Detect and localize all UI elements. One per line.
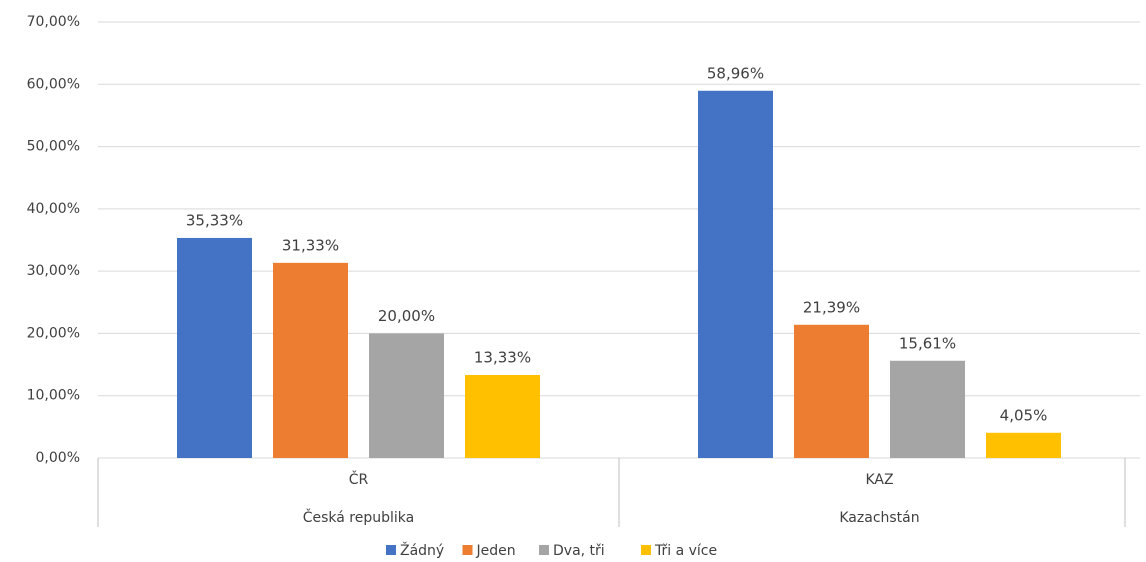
bar [794,324,869,458]
y-tick-label: 60,00% [27,76,80,92]
legend-swatch [539,545,549,555]
y-tick-label: 30,00% [27,263,80,279]
legend-swatch [641,545,651,555]
legend-label: Dva, tři [553,543,605,559]
data-label: 20,00% [378,307,435,325]
data-label: 31,33% [282,236,339,254]
legend-label: Žádný [400,541,444,559]
data-label: 58,96% [707,64,764,82]
category-group-label: Česká republika [303,508,415,526]
y-tick-label: 0,00% [36,450,80,466]
y-tick-label: 10,00% [27,388,80,404]
y-tick-label: 20,00% [27,325,80,341]
data-label: 35,33% [186,211,243,229]
x-tick-label: ČR [349,470,369,488]
bar [273,262,348,458]
bar [369,333,444,458]
y-tick-label: 70,00% [27,14,80,30]
data-label: 13,33% [474,348,531,366]
legend-label: Jeden [476,543,516,559]
x-tick-label: KAZ [865,472,893,488]
bar [465,374,540,458]
category-group-label: Kazachstán [839,510,919,526]
y-tick-label: 50,00% [27,139,80,155]
legend-swatch [386,545,396,555]
bar [177,237,252,458]
data-label: 15,61% [899,334,956,352]
data-label: 4,05% [1000,406,1048,424]
data-label: 21,39% [803,298,860,316]
bar [890,360,965,458]
y-tick-label: 40,00% [27,201,80,217]
bar [698,90,773,458]
legend-swatch [462,545,473,555]
legend-label: Tři a více [654,543,717,559]
bar [986,432,1061,458]
